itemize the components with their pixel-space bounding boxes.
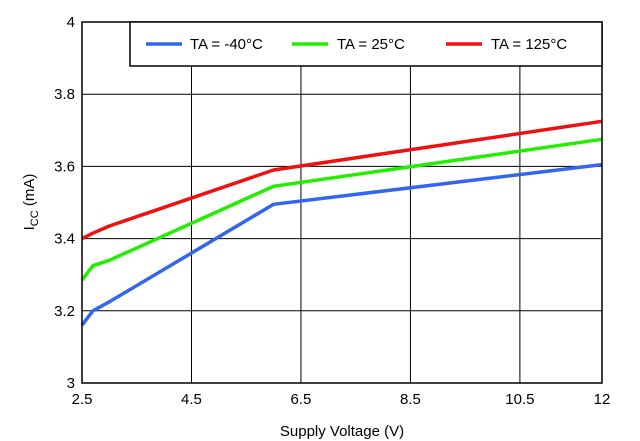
x-tick-label: 6.5 (291, 391, 312, 408)
legend-label-3: TA = 125°C (491, 36, 567, 53)
series-line-2 (80, 137, 603, 282)
y-axis-title-unit: (mA) (21, 174, 38, 211)
plot-frame (81, 21, 603, 384)
legend-box (129, 21, 603, 67)
x-axis-title: Supply Voltage (V) (280, 423, 404, 440)
y-axis-title-main: I (21, 226, 38, 230)
y-tick-label: 3.6 (54, 158, 75, 175)
legend-label-1: TA = -40°C (190, 36, 263, 53)
y-tick-label: 4 (67, 14, 75, 31)
y-tick-label: 3.4 (54, 231, 75, 248)
x-tick-label: 2.5 (72, 391, 93, 408)
y-tick-labels: 3 3.2 3.4 3.6 3.8 4 (54, 14, 75, 392)
legend-label-2: TA = 25°C (337, 36, 405, 53)
y-axis-title-subscript: CC (29, 210, 41, 226)
legend: TA = -40°C TA = 25°C TA = 125°C (129, 21, 603, 67)
series-line-3 (81, 119, 603, 241)
gridlines (81, 21, 603, 384)
y-tick-label: 3 (67, 375, 75, 392)
y-tick-label: 3.8 (54, 86, 75, 103)
x-tick-label: 10.5 (505, 391, 534, 408)
x-tick-label: 4.5 (181, 391, 202, 408)
x-tick-label: 8.5 (400, 391, 421, 408)
y-axis-title: ICC (mA) (21, 174, 41, 231)
y-tick-label: 3.2 (54, 303, 75, 320)
x-tick-labels: 2.5 4.5 6.5 8.5 10.5 12 (72, 391, 611, 408)
x-tick-label: 12 (594, 391, 611, 408)
series-lines (80, 119, 603, 327)
series-line-1 (80, 162, 603, 327)
